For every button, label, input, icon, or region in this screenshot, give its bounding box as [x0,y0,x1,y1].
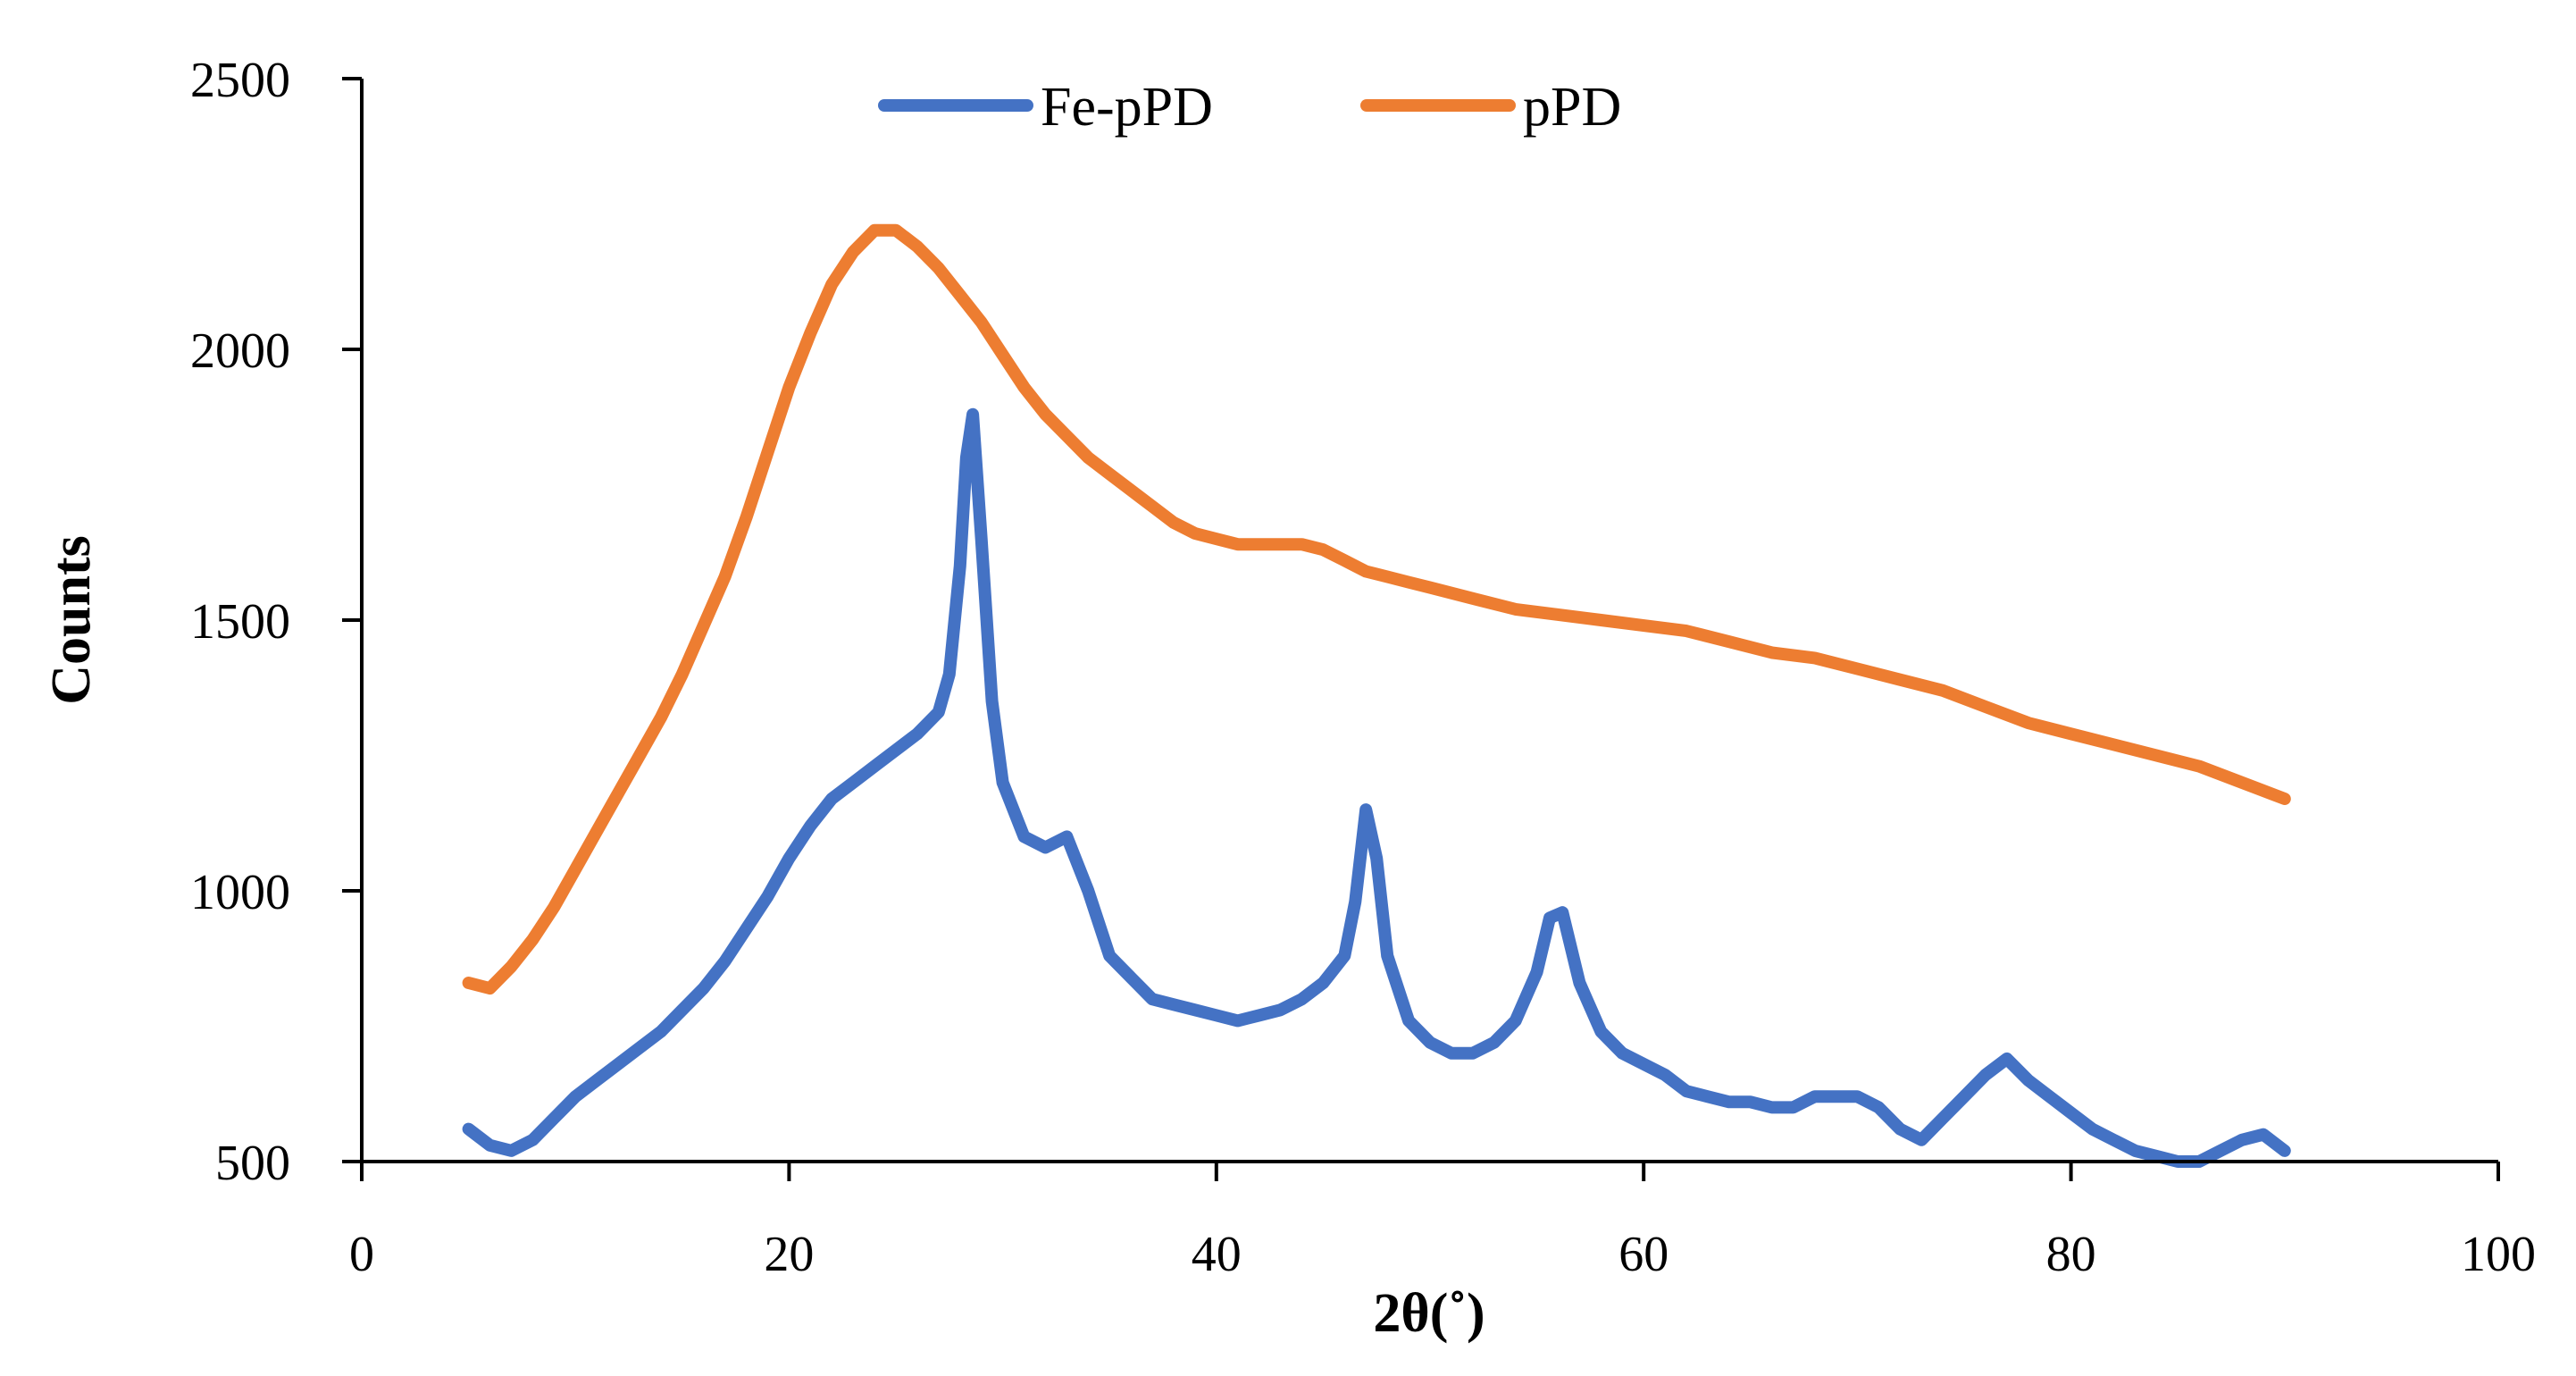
x-tick-label: 40 [1192,1227,1242,1282]
y-tick-label: 2500 [190,53,290,108]
x-ticks: 0 20 40 60 80 100 [349,1162,2536,1282]
y-tick-label: 500 [215,1136,290,1191]
x-tick-label: 0 [349,1227,374,1282]
x-tick-label: 80 [2046,1227,2096,1282]
series-line-ppd [462,223,2291,995]
x-axis-title: 2θ(˚) [1373,1283,1485,1344]
y-tick-label: 1500 [190,594,290,650]
legend-label-ppd: pPD [1523,77,1621,138]
y-axis-title: Counts [41,535,102,705]
series-layer [462,223,2291,1168]
x-tick-label: 60 [1618,1227,1669,1282]
x-tick-label: 20 [764,1227,814,1282]
series-line-fe-ppd [462,407,2291,1168]
y-tick-label: 2000 [190,323,290,379]
y-ticks: 500 1000 1500 2000 2500 [190,53,362,1191]
legend-label-fe-ppd: Fe-pPD [1041,77,1213,138]
x-tick-label: 100 [2461,1227,2536,1282]
y-tick-label: 1000 [190,865,290,920]
legend: Fe-pPD pPD [878,77,1621,138]
